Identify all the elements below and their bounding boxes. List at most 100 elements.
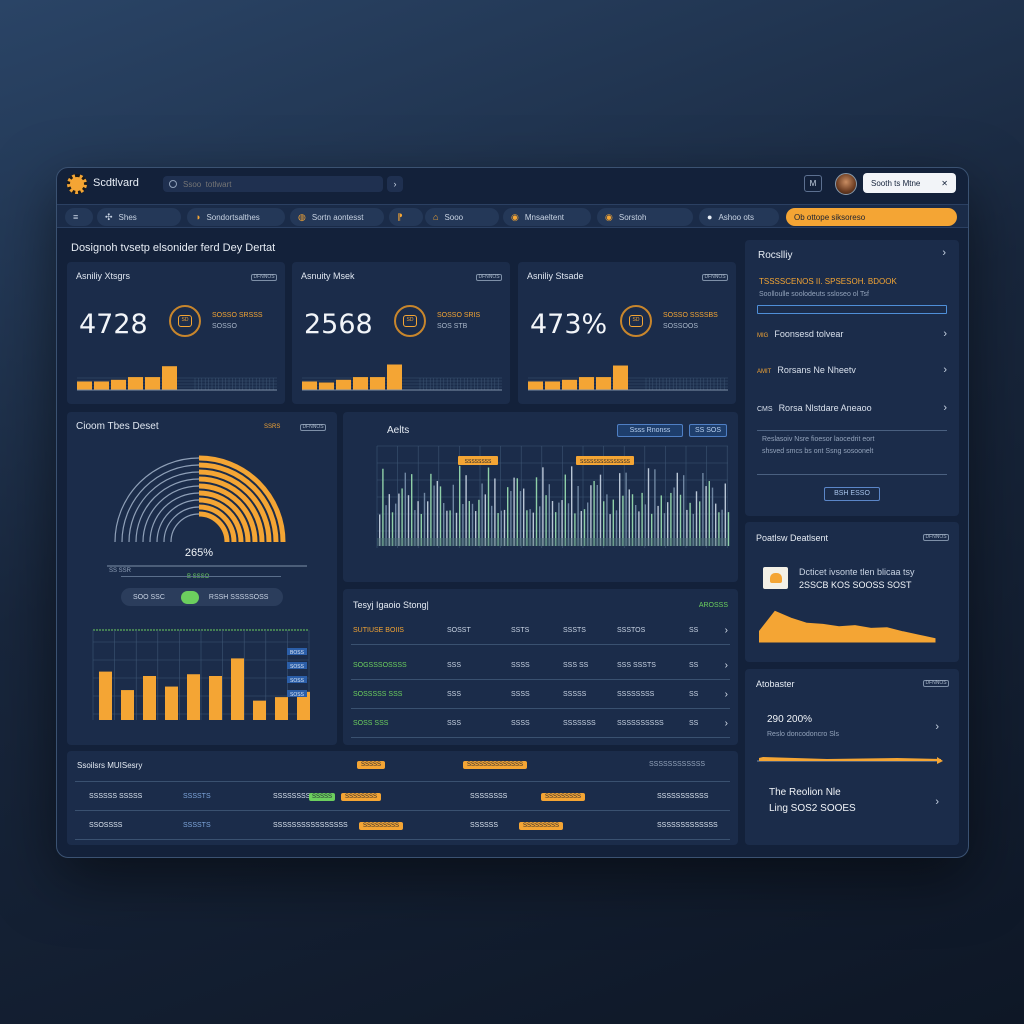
chart-bar xyxy=(574,513,576,546)
spark-bar xyxy=(387,364,402,390)
search-box[interactable] xyxy=(163,176,383,192)
sidebar-panel: Rocslliy › TSSSSCENOS II. SPSESOH. BDOOK… xyxy=(745,240,959,516)
chart-bar xyxy=(500,510,502,546)
alert-marker[interactable] xyxy=(458,456,498,465)
gauge-fill xyxy=(198,490,251,543)
chart-bar xyxy=(516,478,518,546)
table-row[interactable]: SOSS SSS SSS SSSS SSSSSSS SSSSSSSSSS SS › xyxy=(351,710,730,738)
status-chip[interactable]: DFNNOS xyxy=(923,680,949,687)
alert-marker[interactable] xyxy=(576,456,634,465)
table-row[interactable]: SOGSSSOSSSS SSS SSSS SSS SS SSS SSSTS SS › xyxy=(351,652,730,680)
table-row[interactable]: SOSSSSS SSS SSS SSSS SSSSS SSSSSSSS SS › xyxy=(351,681,730,709)
chevron-right-icon: › xyxy=(943,328,947,340)
positions-chip[interactable]: DFNNOS xyxy=(923,534,949,541)
tab-management[interactable]: ◉ Mnsaeltent xyxy=(503,208,591,226)
table-cell: SSSSSSSS xyxy=(470,793,508,800)
tab-search[interactable]: ◉ Sorstoh xyxy=(597,208,693,226)
tab-label: Ashoo ots xyxy=(718,212,755,222)
table-cell: SSTS xyxy=(511,627,530,634)
chart-bar xyxy=(231,658,244,720)
chart-bar xyxy=(379,514,381,546)
tab-label: Sortn aontesst xyxy=(311,212,364,222)
table-cell: SOSST xyxy=(447,627,471,634)
alerts-range-button[interactable]: SS SOS xyxy=(689,424,727,437)
tab-active-overview[interactable]: Ob ottope siksoreso xyxy=(786,208,957,226)
header-pill[interactable]: SSSSS xyxy=(357,761,386,769)
cloud-toggle-icon[interactable] xyxy=(180,590,199,604)
tab-label: Mnsaeltent xyxy=(524,212,564,222)
tab-dashboards[interactable]: ◑ Sondortsalthes xyxy=(187,208,285,226)
kpi-stat-bottom: SOSSOOS xyxy=(663,323,699,330)
sidebar-action-button[interactable]: BSH ESSO xyxy=(824,487,880,501)
table-cell: SS xyxy=(689,627,699,634)
tab-label: Shes xyxy=(118,212,137,222)
spark-bar xyxy=(94,381,109,390)
chart-bar xyxy=(187,674,200,720)
chevron-right-icon[interactable]: › xyxy=(935,796,939,808)
gauge-chip[interactable]: DFNNOS xyxy=(300,424,326,431)
spark-bar xyxy=(128,377,143,390)
chart-bar xyxy=(542,467,544,546)
tab-menu[interactable]: ≡ xyxy=(65,208,93,226)
chart-bar xyxy=(459,465,461,546)
chart-bar xyxy=(683,475,685,546)
chevron-right-icon[interactable]: › xyxy=(942,247,946,259)
chart-bar xyxy=(385,505,387,546)
gauge-fill xyxy=(198,497,244,543)
table-row[interactable]: SSOSSSS SSSSTS SSSSSSSSSSSSSSSS SSSSSSSSS SS… xyxy=(75,812,730,840)
status-sub: Reslo doncodoncro Sls xyxy=(767,731,839,738)
chart-bar xyxy=(724,483,726,546)
legend-label: SOSS xyxy=(290,678,305,684)
kpi-stat-top: SOSSO SSSSBS xyxy=(663,312,718,319)
chart-bar xyxy=(275,697,288,720)
tab-content[interactable]: ◍ Sortn aontesst xyxy=(290,208,384,226)
forward-chevron-button[interactable]: › xyxy=(387,176,403,192)
chart-bar xyxy=(253,700,266,720)
table-cell: SOGSSSOSSSS xyxy=(353,662,407,669)
chart-bar xyxy=(676,472,678,546)
kpi-chip[interactable]: DFNNOS xyxy=(251,274,277,281)
chart-bar xyxy=(471,503,474,546)
chart-bar xyxy=(143,676,156,720)
chart-bar xyxy=(395,503,397,546)
table-row[interactable]: SSSSSS SSSSS SSSSTS SSSSSSSSSS SSSSS SSSSSSS… xyxy=(75,783,730,811)
tab-actions[interactable]: ● Ashoo ots xyxy=(699,208,779,226)
kpi-chip[interactable]: DFNNOS xyxy=(476,274,502,281)
chevron-right-icon[interactable]: › xyxy=(724,660,728,671)
mail-icon[interactable]: M xyxy=(804,175,822,192)
tab-shes[interactable]: ✣ Shes xyxy=(97,208,181,226)
chevron-right-icon[interactable]: › xyxy=(724,625,728,636)
sidebar-item[interactable]: CMS Rorsa Nlstdare Aneaoo › xyxy=(757,402,947,414)
table-cell: SSSSSSSSSSS xyxy=(657,793,709,800)
tab-slash[interactable]: ⁋ xyxy=(389,208,423,226)
gauge-right-label: B SSSO xyxy=(187,574,210,580)
profile-button[interactable]: Sooth ts Mtne ✕ xyxy=(863,173,956,193)
chart-bar xyxy=(564,474,566,546)
alerts-filter-button[interactable]: Ssss Rnonss xyxy=(617,424,683,437)
sidebar-input[interactable] xyxy=(757,305,947,314)
sidebar-item[interactable]: MIG Foonsesd tolvear › xyxy=(757,328,947,340)
bottom-table-panel: Ssoilsrs MUISesry SSSSS SSSSSSSSSSSSSS S… xyxy=(67,751,738,845)
spark-bar xyxy=(353,377,368,390)
tab-home[interactable]: ⌂ Sooo xyxy=(425,208,499,226)
sidebar-item[interactable]: AMIT Rorsans Ne Nheetv › xyxy=(757,364,947,376)
chart-bar xyxy=(606,494,608,546)
chart-bar xyxy=(121,690,134,720)
search-input[interactable] xyxy=(183,179,363,189)
gauge-toggle[interactable]: SOO SSC RSSH SSSSSOSS xyxy=(121,588,283,606)
close-icon[interactable]: ✕ xyxy=(941,178,948,188)
kpi-chip[interactable]: DFNNOS xyxy=(702,274,728,281)
chart-bar xyxy=(558,502,560,546)
chart-bar xyxy=(417,501,419,546)
legend-label: SOSS xyxy=(290,692,305,698)
chart-bar xyxy=(619,473,621,546)
chart-bar xyxy=(599,474,602,546)
ledger-panel: Tesyj Igaoio Stong| AROSSS SUTIUSE BOIIS… xyxy=(343,589,738,745)
chevron-right-icon: › xyxy=(943,402,947,414)
chevron-right-icon[interactable]: › xyxy=(724,689,728,700)
avatar[interactable] xyxy=(835,173,857,195)
positions-area-chart xyxy=(759,610,936,643)
table-row[interactable]: SUTIUSE BOIIS SOSST SSTS SSSTS SSSTOS SS › xyxy=(351,617,730,645)
chevron-right-icon[interactable]: › xyxy=(724,718,728,729)
chevron-right-icon[interactable]: › xyxy=(935,721,939,733)
